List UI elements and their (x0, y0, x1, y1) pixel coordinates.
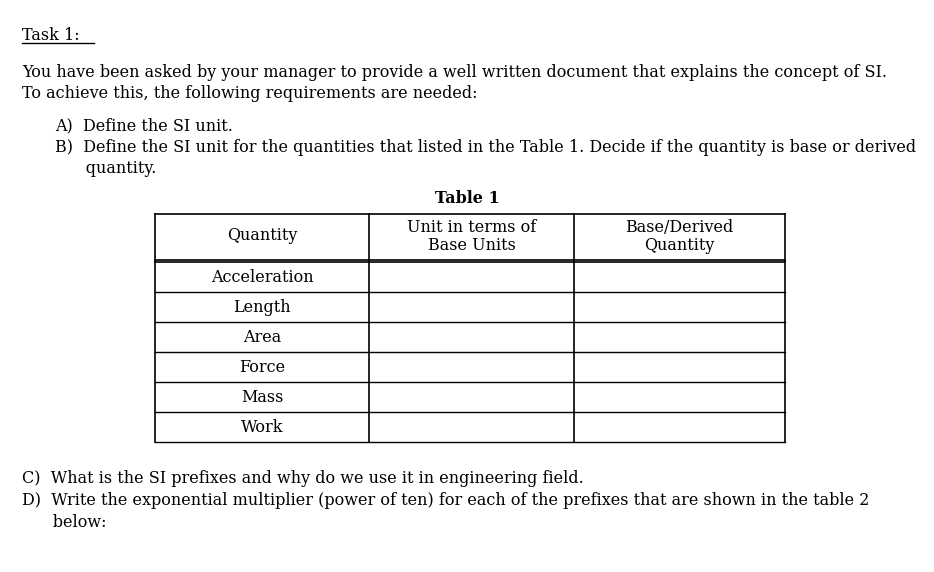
Text: Acceleration: Acceleration (211, 268, 314, 285)
Text: Force: Force (239, 359, 285, 375)
Text: Length: Length (234, 299, 290, 316)
Text: below:: below: (22, 514, 106, 531)
Text: Table 1: Table 1 (434, 190, 500, 207)
Text: Base Units: Base Units (428, 237, 516, 255)
Text: A)  Define the SI unit.: A) Define the SI unit. (55, 117, 233, 134)
Text: Area: Area (243, 328, 281, 345)
Text: B)  Define the SI unit for the quantities that listed in the Table 1. Decide if : B) Define the SI unit for the quantities… (55, 139, 916, 156)
Text: Base/Derived: Base/Derived (626, 220, 733, 236)
Text: Unit in terms of: Unit in terms of (407, 220, 536, 236)
Text: C)  What is the SI prefixes and why do we use it in engineering field.: C) What is the SI prefixes and why do we… (22, 470, 584, 487)
Text: Task 1:: Task 1: (22, 27, 79, 44)
Text: Mass: Mass (241, 388, 283, 406)
Text: Work: Work (241, 419, 283, 435)
Text: You have been asked by your manager to provide a well written document that expl: You have been asked by your manager to p… (22, 64, 887, 81)
Text: To achieve this, the following requirements are needed:: To achieve this, the following requireme… (22, 85, 477, 102)
Text: quantity.: quantity. (55, 160, 156, 177)
Text: D)  Write the exponential multiplier (power of ten) for each of the prefixes tha: D) Write the exponential multiplier (pow… (22, 492, 870, 509)
Text: Quantity: Quantity (644, 237, 715, 255)
Text: Quantity: Quantity (227, 227, 297, 244)
